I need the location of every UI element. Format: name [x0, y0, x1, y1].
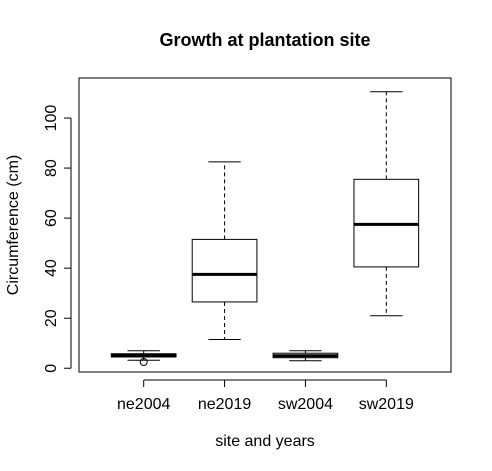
y-tick-label: 20	[43, 309, 60, 327]
x-tick-label: ne2019	[198, 396, 251, 413]
box-sw2004	[272, 350, 339, 362]
box-ne2004	[110, 350, 177, 366]
y-axis-label: Circumference (cm)	[5, 155, 22, 295]
box-series	[110, 91, 420, 366]
outlier-point	[139, 357, 148, 366]
y-tick-label: 80	[43, 159, 60, 177]
iqr-box	[191, 238, 258, 303]
x-axis: ne2004 ne2019 sw2004 sw2019	[117, 379, 414, 413]
x-tick-label: sw2019	[359, 396, 414, 413]
box-ne2019	[191, 161, 258, 340]
y-tick-label: 100	[43, 105, 60, 132]
x-tick-label: ne2004	[117, 396, 170, 413]
y-tick-label: 60	[43, 209, 60, 227]
y-axis: 0 20 40 60 80 100	[43, 105, 72, 373]
y-tick-label: 0	[43, 364, 60, 373]
x-axis-label: site and years	[215, 433, 315, 450]
y-tick-label: 40	[43, 259, 60, 277]
plot-frame	[78, 77, 452, 373]
x-tick-label: sw2004	[278, 396, 333, 413]
chart-title: Growth at plantation site	[159, 30, 370, 50]
box-sw2019	[353, 91, 420, 317]
